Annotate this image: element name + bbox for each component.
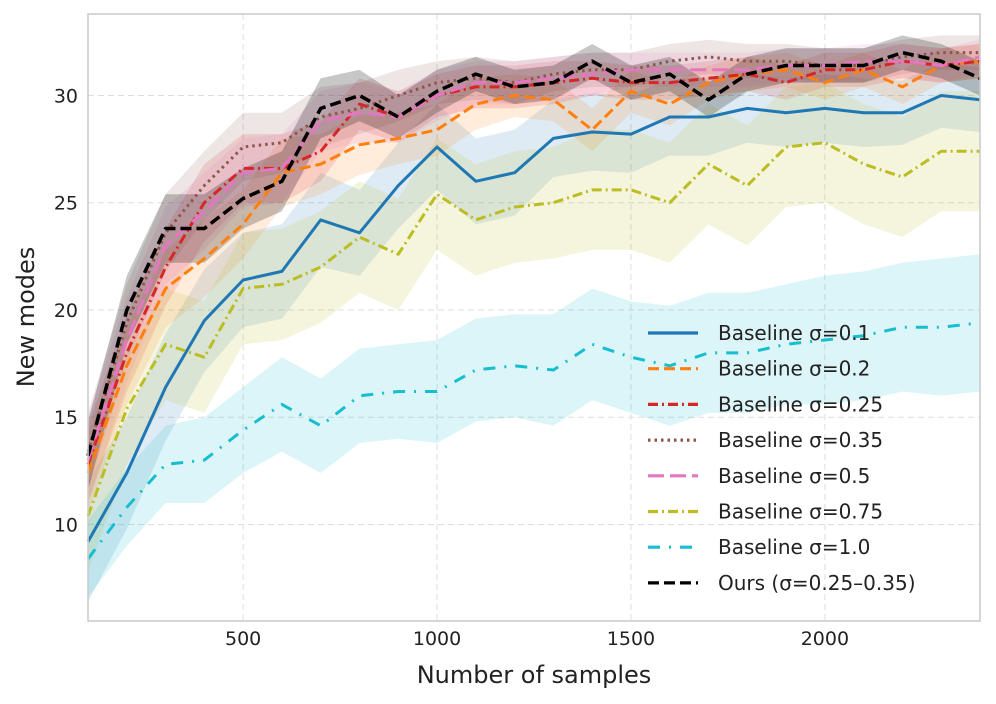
legend-label-5: Baseline σ=0.75 [718,500,883,524]
y-tick-label-4: 30 [54,86,78,108]
x-tick-label-0: 500 [225,628,261,650]
x-tick-label-3: 2000 [801,628,849,650]
line-series-5 [86,141,980,517]
legend-label-4: Baseline σ=0.5 [718,464,870,488]
grid [88,14,980,621]
legend-label-6: Baseline σ=1.0 [718,535,870,559]
band-series-6 [88,254,980,598]
line-series-3 [86,51,980,453]
y-tick-label-0: 10 [54,514,78,536]
band-series-1 [88,44,980,512]
x-tick-labels: 500 1000 1500 2000 [225,628,849,650]
legend-label-2: Baseline σ=0.25 [718,392,883,416]
x-tick-label-2: 1500 [607,628,655,650]
band-series-0 [88,63,980,602]
y-tick-label-1: 15 [54,407,78,429]
line-series-6 [86,321,981,560]
plot-frame [87,13,981,622]
legend-label-3: Baseline σ=0.35 [718,428,883,452]
legend-label-1: Baseline σ=0.2 [718,357,870,381]
plot-background [88,14,980,621]
y-tick-label-2: 20 [54,300,78,322]
series-lines [86,50,981,560]
line-series-0 [86,94,981,543]
line-series-1 [86,59,981,474]
x-axis-label: Number of samples [417,661,652,689]
line-series-7 [86,50,981,457]
y-tick-labels: 10 15 20 25 30 [54,86,78,537]
band-series-7 [88,35,980,491]
band-series-5 [88,82,980,572]
legend: Baseline σ=0.1 Baseline σ=0.2 Baseline σ=0… [648,321,916,595]
legend-label-7: Ours (σ=0.25–0.35) [718,571,916,595]
band-series-2 [88,44,980,503]
y-tick-label-3: 25 [54,193,78,215]
band-series-3 [88,35,980,491]
y-axis-label: New modes [12,247,40,388]
x-tick-label-1: 1000 [413,628,461,650]
legend-label-0: Baseline σ=0.1 [718,321,870,345]
